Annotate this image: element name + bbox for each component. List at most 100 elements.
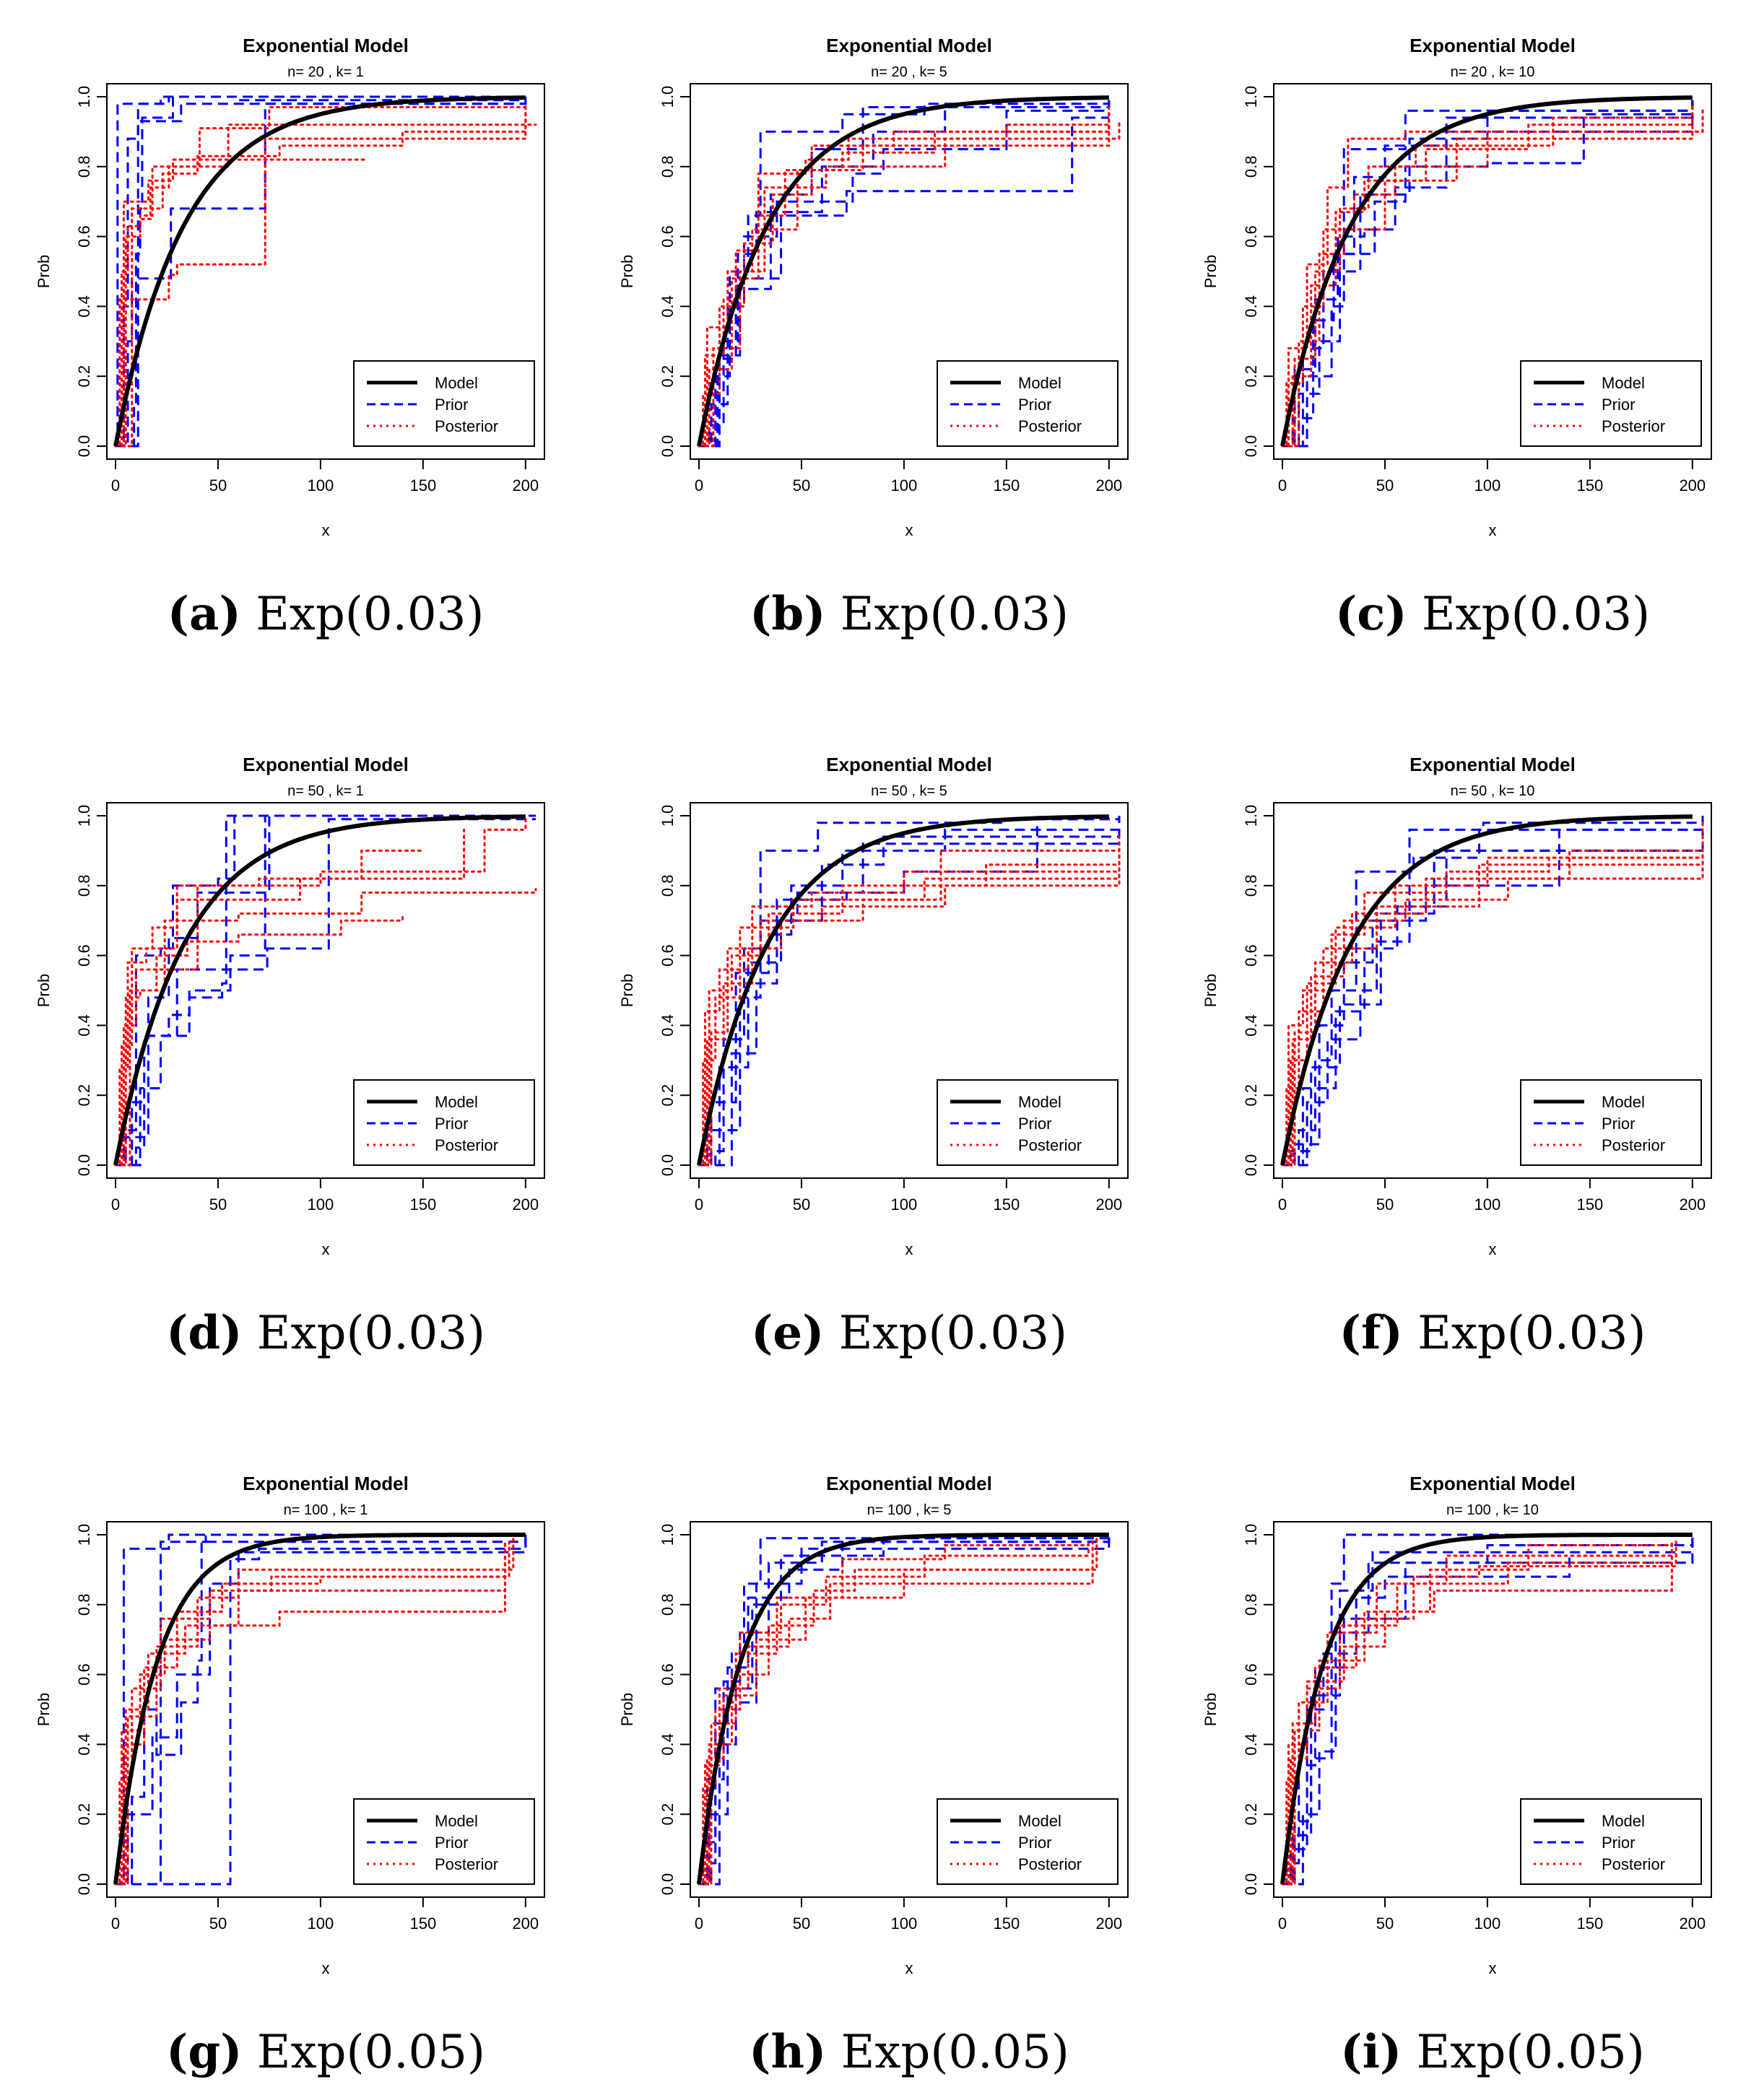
x-axis-label: x (1489, 1959, 1497, 1977)
chart-title: Exponential Model (1410, 35, 1576, 56)
y-tick-label: 0.2 (1242, 1084, 1260, 1107)
caption-text: Exp(0.05) (826, 2026, 1069, 2079)
x-axis-label: x (322, 1240, 330, 1258)
y-tick-label: 1.0 (1242, 86, 1260, 108)
posterior-series-8 (1281, 1541, 1673, 1886)
y-tick-label: 0.4 (75, 295, 93, 318)
legend-label-model: Model (1602, 1812, 1645, 1830)
y-tick-label: 1.0 (659, 1524, 677, 1546)
x-tick-label: 100 (308, 1195, 334, 1214)
chart-subtitle: n= 20 , k= 5 (871, 64, 947, 80)
model-curve (1280, 1533, 1693, 1885)
y-tick-label: 0.8 (1242, 875, 1260, 897)
y-tick-label: 0.0 (75, 1154, 93, 1177)
y-tick-label: 0.0 (659, 1154, 677, 1177)
series-group (113, 95, 537, 448)
chart-subtitle: n= 50 , k= 5 (871, 783, 947, 799)
legend-label-prior: Prior (1602, 1115, 1635, 1133)
x-axis-label: x (1489, 1240, 1497, 1258)
x-tick-label: 100 (891, 1195, 918, 1214)
legend: Model Prior Posterior (353, 1798, 535, 1885)
chart-subtitle: n= 20 , k= 1 (287, 64, 364, 80)
series-group (697, 814, 1121, 1167)
chart-subtitle: n= 50 , k= 1 (287, 783, 364, 799)
legend-label-posterior: Posterior (1018, 1136, 1082, 1154)
chart-panel-i: Exponential Model n= 100 , k= 10 0 50 100 150… (1202, 1473, 1712, 2079)
legend-label-model: Model (1018, 374, 1061, 392)
y-axis: 0.0 0.2 0.4 0.6 0.8 1.0 (75, 86, 108, 457)
y-tick-label: 0.0 (1242, 435, 1260, 458)
y-tick-label: 0.2 (1242, 365, 1260, 388)
posterior-series-7 (114, 828, 466, 1167)
x-tick-label: 100 (308, 1914, 334, 1933)
x-tick-label: 50 (793, 476, 810, 494)
x-tick-label: 100 (891, 476, 918, 494)
posterior-series-9 (698, 1558, 1094, 1886)
y-tick-label: 0.8 (75, 875, 93, 897)
legend-label-posterior: Posterior (1018, 417, 1082, 435)
legend: Model Prior Posterior (937, 1079, 1119, 1166)
x-tick-label: 0 (695, 1195, 703, 1214)
y-tick-label: 0.6 (1242, 1663, 1260, 1686)
caption-text: Exp(0.03) (242, 1307, 485, 1360)
chart-title: Exponential Model (826, 1473, 992, 1494)
y-tick-label: 0.4 (75, 1733, 93, 1756)
legend-label-model: Model (1602, 1093, 1645, 1111)
posterior-series-9 (114, 106, 527, 448)
prior-series-1 (1282, 816, 1704, 1167)
x-tick-label: 50 (1376, 476, 1394, 494)
y-tick-label: 0.4 (659, 1014, 677, 1037)
x-tick-label: 150 (993, 1914, 1020, 1933)
model-curve (697, 814, 1109, 1166)
y-tick-label: 0.8 (75, 156, 93, 178)
y-tick-label: 0.2 (75, 365, 93, 388)
x-tick-label: 150 (1576, 476, 1603, 494)
model-curve (113, 95, 526, 447)
caption: (g) Exp(0.05) (166, 2025, 485, 2079)
chart-panel-d: Exponential Model n= 50 , k= 1 0 50 100 150 20… (35, 754, 545, 1360)
posterior-series-8 (1281, 825, 1704, 1167)
legend-label-prior: Prior (435, 1115, 468, 1133)
y-axis-label: Prob (618, 974, 636, 1007)
prior-series-4 (116, 1535, 527, 1886)
y-tick-label: 1.0 (75, 86, 93, 108)
caption-label: (h) (749, 2025, 826, 2079)
y-tick-label: 1.0 (659, 805, 677, 827)
model-curve (113, 814, 526, 1166)
y-tick-label: 0.8 (1242, 156, 1260, 178)
y-tick-label: 0.6 (659, 225, 677, 248)
caption-label: (f) (1339, 1306, 1403, 1360)
caption-label: (g) (166, 2025, 242, 2079)
legend-label-prior: Prior (1018, 1115, 1051, 1133)
caption: (a) Exp(0.03) (168, 587, 485, 641)
legend-label-posterior: Posterior (435, 1855, 498, 1873)
legend-label-prior: Prior (1018, 1834, 1051, 1852)
y-axis-label: Prob (35, 1693, 53, 1726)
prior-series-0 (116, 814, 536, 1167)
prior-series-2 (699, 109, 1109, 448)
caption: (c) Exp(0.03) (1335, 587, 1650, 641)
y-tick-label: 0.6 (75, 1663, 93, 1686)
chart-subtitle: n= 50 , k= 10 (1451, 783, 1535, 799)
y-axis: 0.0 0.2 0.4 0.6 0.8 1.0 (75, 1524, 108, 1895)
legend-label-posterior: Posterior (435, 1136, 498, 1154)
model-curve (697, 95, 1109, 447)
legend-label-model: Model (435, 1812, 478, 1830)
x-tick-label: 150 (409, 1195, 436, 1214)
x-axis: 0 50 100 150 200 (1278, 1177, 1706, 1214)
caption-text: Exp(0.03) (825, 588, 1069, 641)
posterior-series-8 (698, 839, 1121, 1167)
caption: (h) Exp(0.05) (749, 2025, 1069, 2079)
y-tick-label: 0.2 (75, 1803, 93, 1826)
caption-label: (i) (1340, 2025, 1402, 2079)
posterior-series-9 (1281, 822, 1704, 1167)
series-group (113, 814, 537, 1167)
legend-label-posterior: Posterior (1602, 1136, 1665, 1154)
legend-label-model: Model (435, 1093, 478, 1111)
y-tick-label: 0.2 (75, 1084, 93, 1107)
x-tick-label: 200 (1095, 1914, 1122, 1933)
x-tick-label: 100 (1474, 1914, 1501, 1933)
chart-title: Exponential Model (826, 754, 992, 775)
x-tick-label: 150 (993, 1195, 1020, 1214)
y-tick-label: 0.4 (659, 1733, 677, 1756)
